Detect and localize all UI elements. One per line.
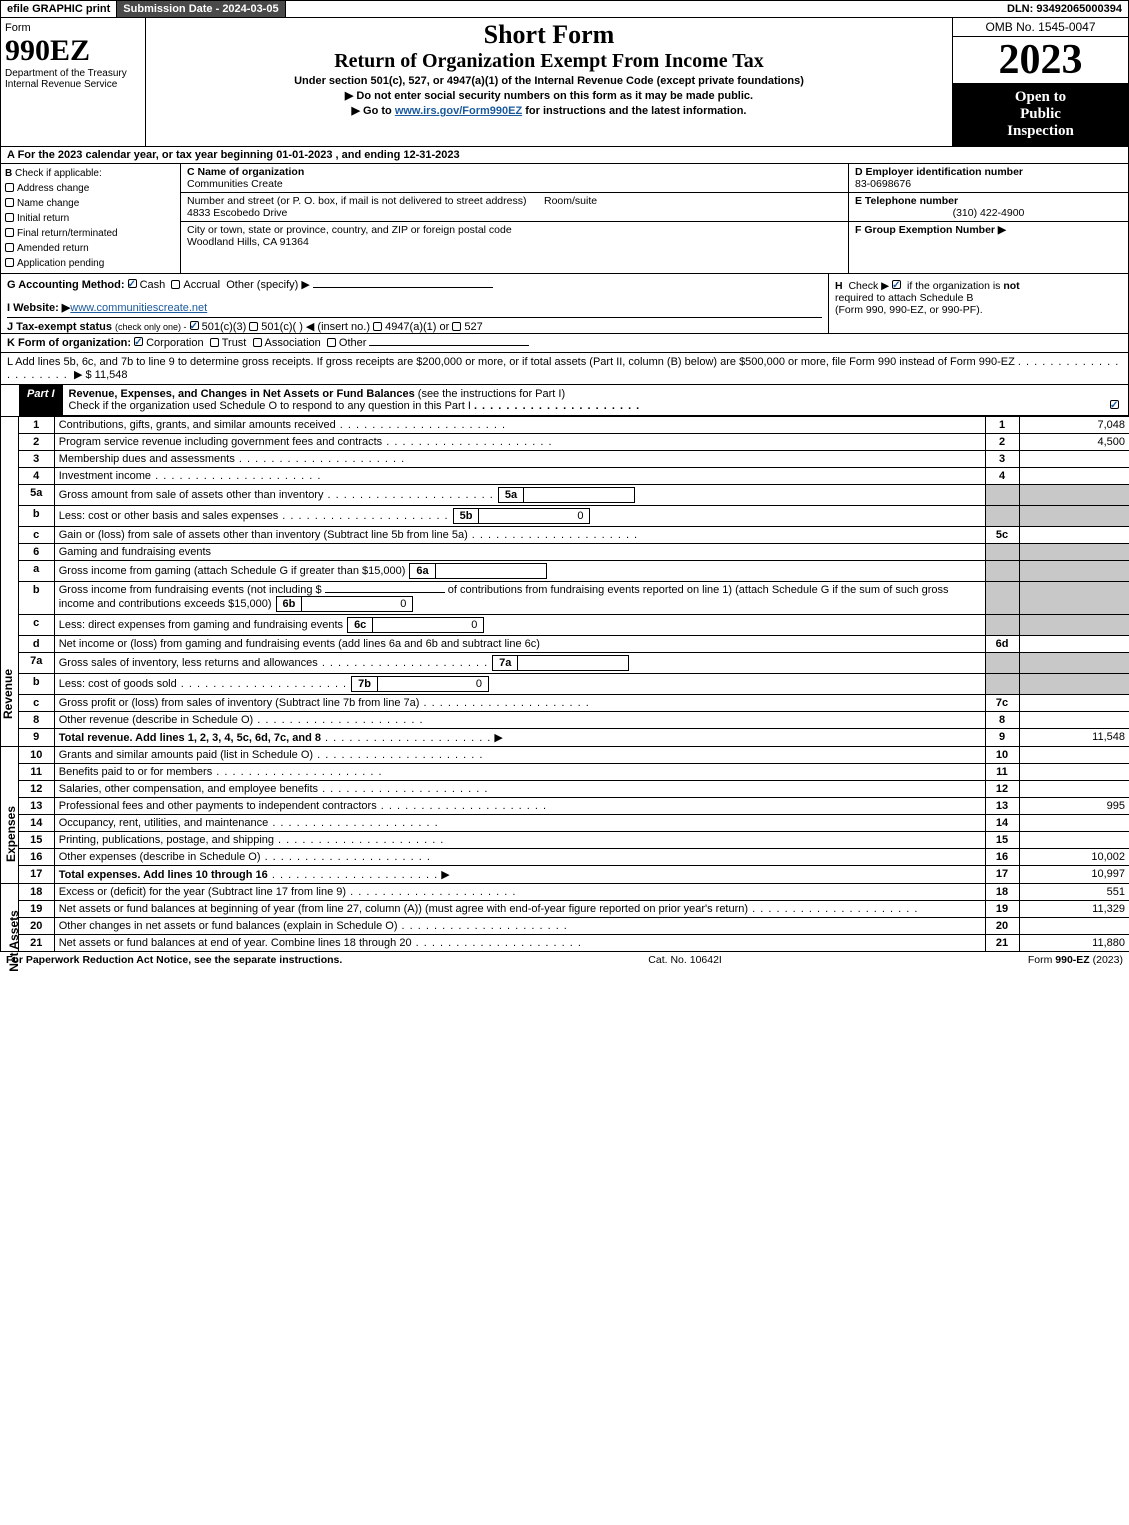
expenses-side: Expenses [0,747,18,884]
netassets-table: 18Excess or (deficit) for the year (Subt… [18,884,1129,952]
section-b-c-d: B Check if applicable: Address change Na… [0,164,1129,274]
other-method-input[interactable] [313,287,493,288]
form-identity: Form 990EZ Department of the Treasury In… [1,18,146,146]
checkbox-cash[interactable] [128,279,137,288]
title-2: Return of Organization Exempt From Incom… [150,50,948,73]
dept-1: Department of the Treasury [5,68,141,79]
form-header: Form 990EZ Department of the Treasury In… [0,18,1129,147]
checkbox-trust[interactable] [210,338,219,347]
part-1-title: Revenue, Expenses, and Changes in Net As… [63,385,1128,416]
checkbox-assoc[interactable] [253,338,262,347]
open-public: Open to Public Inspection [953,83,1128,146]
checkbox-sched-b[interactable] [892,280,901,289]
form-label: Form [5,22,141,34]
expenses-wrapper: Expenses 10Grants and similar amounts pa… [0,747,1129,884]
netassets-side: Net Assets [0,884,18,952]
org-name: Communities Create [187,178,283,190]
website-link[interactable]: www.communitiescreate.net [70,302,207,314]
checkbox-501c3[interactable] [190,321,199,330]
footer-left: For Paperwork Reduction Act Notice, see … [6,954,342,966]
omb-number: OMB No. 1545-0047 [953,18,1128,37]
irs-link[interactable]: www.irs.gov/Form990EZ [395,105,522,117]
lines-wrapper: Revenue 1Contributions, gifts, grants, a… [0,417,1129,747]
part-1-bar: Part I Revenue, Expenses, and Changes in… [0,385,1129,417]
checkbox-name-change[interactable] [5,198,14,207]
other-org-input[interactable] [369,345,529,346]
revenue-table: 1Contributions, gifts, grants, and simil… [18,417,1129,747]
checkbox-527[interactable] [452,322,461,331]
dept-2: Internal Revenue Service [5,79,141,90]
footer-catalog: Cat. No. 10642I [648,954,722,966]
footer-right: Form 990-EZ (2023) [1028,954,1123,966]
line-a: A For the 2023 calendar year, or tax yea… [0,147,1129,164]
col-d-e-f: D Employer identification number 83-0698… [848,164,1128,273]
line-g: G Accounting Method: Cash Accrual Other … [7,278,822,291]
part-1-label: Part I [19,385,63,416]
checkbox-amended[interactable] [5,243,14,252]
form-title-block: Short Form Return of Organization Exempt… [146,18,953,146]
line-h: H Check ▶ if the organization is not req… [828,274,1128,333]
org-city: Woodland Hills, CA 91364 [187,236,309,248]
header-right: OMB No. 1545-0047 2023 Open to Public In… [953,18,1128,146]
top-bar: efile GRAPHIC print Submission Date - 20… [0,0,1129,18]
title-under: Under section 501(c), 527, or 4947(a)(1)… [150,75,948,87]
checkbox-accrual[interactable] [171,280,180,289]
section-g-k: G Accounting Method: Cash Accrual Other … [0,274,1129,385]
revenue-side: Revenue [0,417,18,747]
col-c: C Name of organization Communities Creat… [181,164,848,273]
efile-label: efile GRAPHIC print [1,1,117,17]
street-cell: Number and street (or P. O. box, if mail… [181,193,848,222]
title-warn: ▶ Do not enter social security numbers o… [150,89,948,102]
expenses-table: 10Grants and similar amounts paid (list … [18,747,1129,884]
d-ein: D Employer identification number 83-0698… [849,164,1128,193]
city-cell: City or town, state or province, country… [181,222,848,250]
org-name-cell: C Name of organization Communities Creat… [181,164,848,193]
checkbox-501c[interactable] [249,322,258,331]
tax-year: 2023 [953,37,1128,83]
checkbox-address-change[interactable] [5,183,14,192]
checkbox-initial-return[interactable] [5,213,14,222]
netassets-wrapper: Net Assets 18Excess or (deficit) for the… [0,884,1129,952]
checkbox-4947[interactable] [373,322,382,331]
checkbox-other-org[interactable] [327,338,336,347]
page-footer: For Paperwork Reduction Act Notice, see … [0,952,1129,968]
dln: DLN: 93492065000394 [1001,1,1128,17]
title-1: Short Form [150,20,948,50]
checkbox-app-pending[interactable] [5,258,14,267]
line-l: L Add lines 5b, 6c, and 7b to line 9 to … [1,352,1128,384]
checkbox-final-return[interactable] [5,228,14,237]
title-goto: ▶ Go to www.irs.gov/Form990EZ for instru… [150,104,948,117]
e-tel: E Telephone number (310) 422-4900 [849,193,1128,222]
checkbox-sched-o[interactable] [1110,400,1119,409]
f-group: F Group Exemption Number ▶ [849,222,1128,238]
submission-date: Submission Date - 2024-03-05 [117,1,285,17]
line-i: I Website: ▶www.communitiescreate.net [7,301,822,314]
form-number: 990EZ [5,34,141,68]
checkbox-corp[interactable] [134,337,143,346]
line-k: K Form of organization: Corporation Trus… [1,333,1128,352]
org-street: 4833 Escobedo Drive [187,207,287,219]
col-b: B Check if applicable: Address change Na… [1,164,181,273]
line-j: J Tax-exempt status (check only one) - 5… [7,317,822,333]
